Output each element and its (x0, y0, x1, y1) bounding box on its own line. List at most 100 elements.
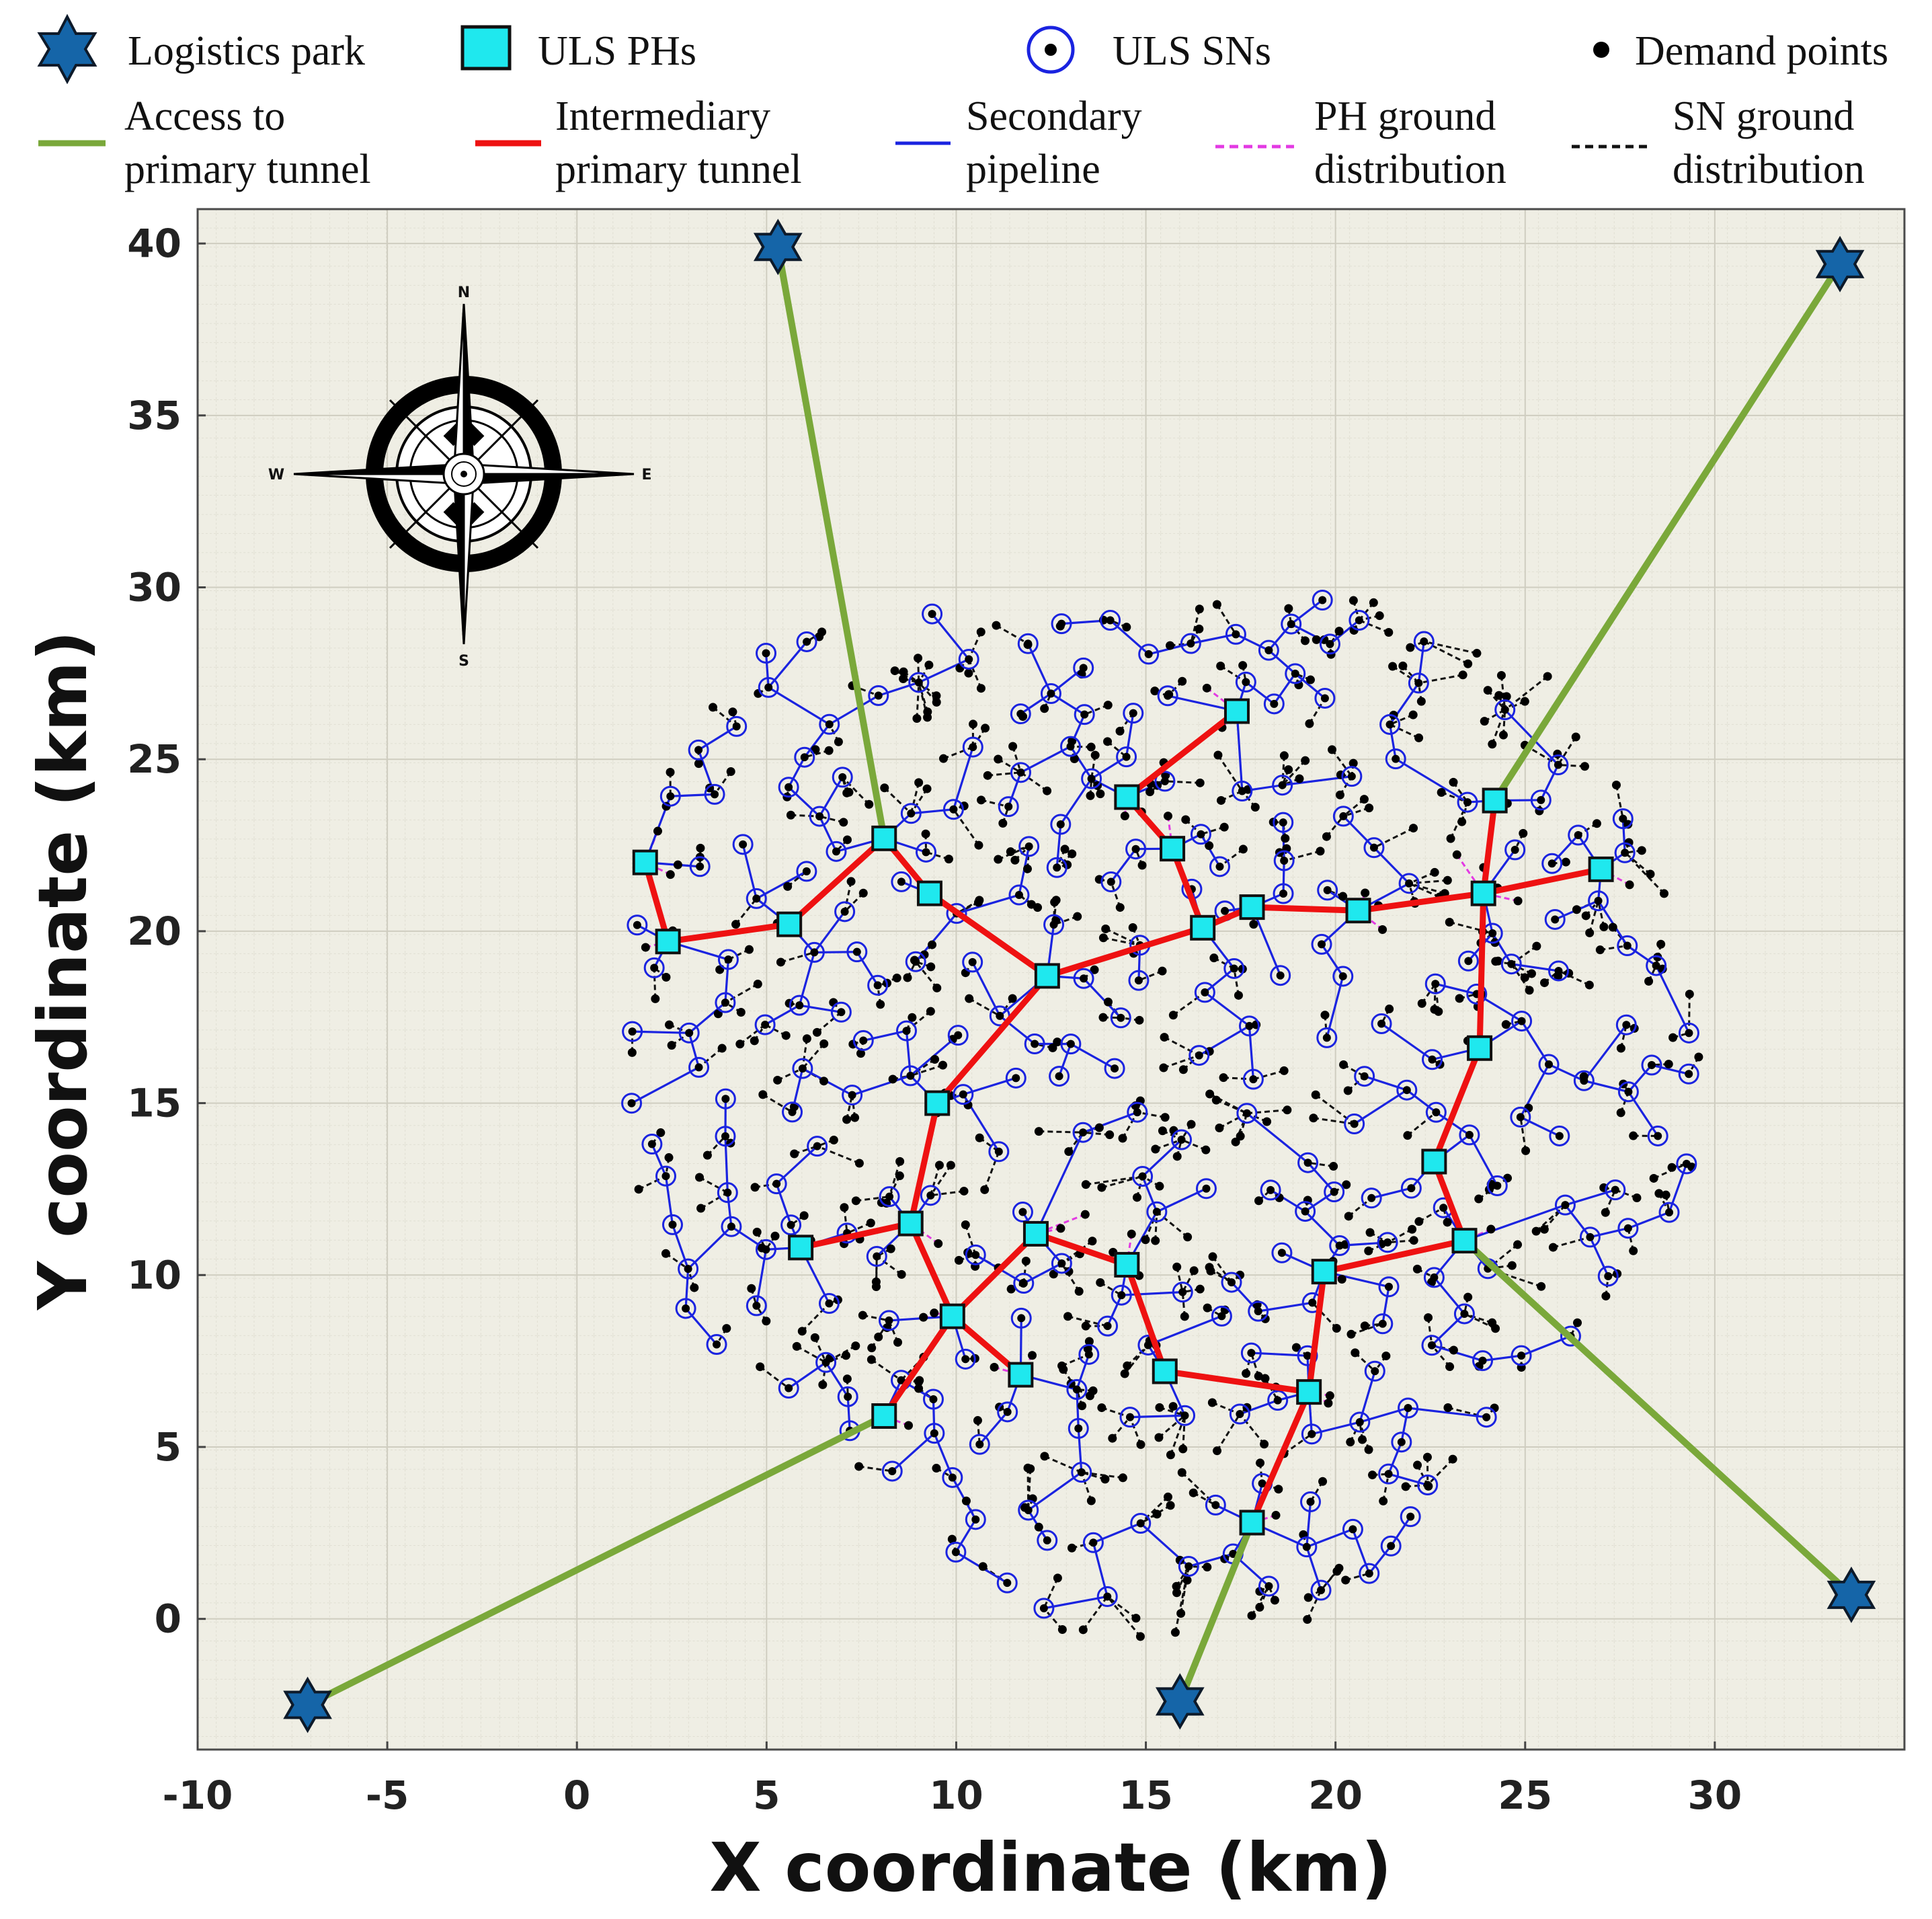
demand-point (1445, 1362, 1455, 1372)
primary-tunnel (881, 1313, 956, 1419)
primary-tunnel (665, 921, 793, 945)
secondary-pipeline (1408, 1407, 1487, 1419)
demand-point (1279, 751, 1289, 760)
sn-ring (1072, 1122, 1094, 1143)
uls-ph-marker (1022, 1220, 1049, 1247)
demand-point (932, 983, 942, 992)
demand-point (1599, 923, 1609, 932)
sn-dot (1217, 1312, 1226, 1321)
sn-dot (682, 1304, 690, 1313)
x-tick-label: 25 (1498, 1772, 1552, 1818)
sn-dot (1432, 1108, 1441, 1117)
demand-point (1021, 1256, 1031, 1265)
sn-marker (1425, 1101, 1447, 1123)
sn-ring (866, 1245, 887, 1267)
sn-dot (961, 1355, 970, 1364)
sn-ring (1314, 687, 1336, 709)
secondary-pipeline (932, 1399, 936, 1434)
demand-point (1274, 1485, 1283, 1494)
y-tick-label: 35 (127, 393, 182, 438)
sn-dot (825, 720, 834, 729)
sn-ring (688, 739, 709, 760)
demand-point (1448, 1454, 1457, 1464)
sn-marker (868, 685, 889, 707)
demand-point (1284, 765, 1293, 775)
logistics-park-star-icon (753, 219, 803, 276)
sn-ring (1541, 853, 1563, 874)
sn-ring (962, 736, 983, 758)
sn-ring (1097, 1315, 1119, 1337)
demand-point (1303, 1593, 1313, 1602)
demand-point (653, 826, 663, 836)
demand-point (1343, 1086, 1353, 1095)
sn-ground-link (1081, 1471, 1123, 1479)
sn-dot (788, 1107, 797, 1116)
demand-point (1040, 704, 1049, 713)
sn-dot (1685, 1029, 1693, 1037)
sn-ring (1400, 1177, 1422, 1199)
sn-marker (1040, 683, 1061, 705)
sn-ring (1332, 966, 1354, 987)
sn-ring (1232, 781, 1253, 802)
x-tick-label: 20 (1308, 1772, 1363, 1818)
sn-ring (1127, 1101, 1148, 1123)
sn-ground-link (725, 983, 759, 1004)
sn-ring (1174, 1405, 1196, 1426)
demand-point (1022, 864, 1032, 873)
sn-marker (778, 1378, 799, 1399)
sn-marker (746, 888, 767, 909)
sn-marker (655, 1165, 676, 1187)
sn-dot (1195, 1051, 1203, 1060)
primary-tunnel (1044, 925, 1206, 979)
sn-dot (1554, 966, 1563, 975)
sn-dot (897, 1376, 905, 1384)
sn-ring (1398, 873, 1420, 894)
sn-dot (1308, 1298, 1317, 1307)
sn-ring (996, 1572, 1018, 1594)
sn-dot (1465, 1130, 1474, 1139)
sn-dot (1349, 1525, 1357, 1534)
sn-ring (916, 841, 937, 863)
demand-point (975, 1133, 984, 1142)
secondary-pipeline (1326, 976, 1344, 1038)
demand-point (851, 1341, 860, 1351)
sn-marker (715, 1126, 736, 1147)
secondary-pipeline (1329, 619, 1360, 645)
sn-dot (1003, 1407, 1012, 1416)
sn-dot (1111, 1064, 1119, 1073)
demand-point (1166, 1450, 1175, 1460)
sn-dot (1500, 705, 1509, 714)
sn-ring (1301, 1423, 1322, 1445)
secondary-pipeline (979, 1411, 1008, 1446)
demand-point (998, 818, 1008, 828)
demand-point (1254, 1372, 1263, 1381)
sn-ring (891, 871, 912, 892)
sn-marker (1238, 1015, 1260, 1037)
demand-point (1592, 819, 1601, 828)
sn-marker (837, 1386, 858, 1407)
demand-point (904, 1421, 914, 1430)
legend-item-uls-phs: ULS PHs (460, 25, 696, 74)
demand-point (1320, 1011, 1330, 1020)
sn-marker (1605, 1179, 1626, 1201)
demand-point (1332, 1323, 1341, 1333)
demand-point (1145, 787, 1155, 797)
demand-point (1170, 1628, 1180, 1637)
sn-ground-link (1155, 1138, 1182, 1150)
sn-marker (1457, 791, 1478, 813)
sn-ring (1408, 672, 1429, 694)
demand-point (899, 674, 908, 684)
demand-point (802, 1034, 811, 1044)
demand-point (1572, 905, 1581, 914)
sn-ground-link (1331, 749, 1353, 777)
demand-point (690, 1283, 699, 1292)
sn-ground-link (910, 1058, 936, 1077)
sn-dot (1277, 1249, 1286, 1257)
demand-point (753, 980, 762, 989)
demand-point (1163, 812, 1172, 821)
x-tick-label: -10 (163, 1772, 233, 1818)
secondary-pipeline (1307, 1162, 1335, 1193)
sn-dot (1428, 1055, 1437, 1064)
